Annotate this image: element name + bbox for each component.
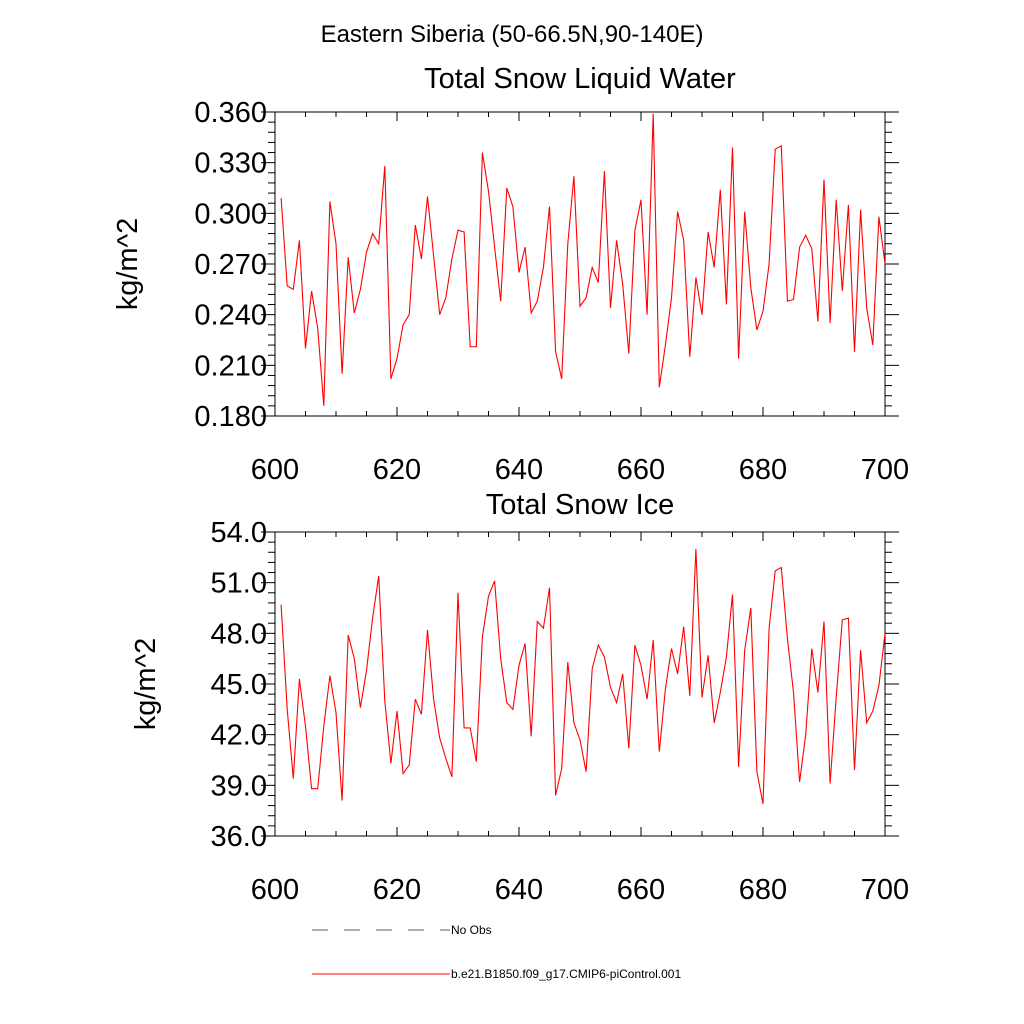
x-tick-label: 620 (373, 874, 421, 906)
y-tick-label: 42.0 (211, 720, 267, 752)
x-tick-label: 680 (739, 454, 787, 486)
x-tick-label: 700 (861, 454, 909, 486)
figure-title: Eastern Siberia (50-66.5N,90-140E) (321, 21, 704, 48)
y-tick-label: 54.0 (211, 517, 267, 549)
y-tick-label: 48.0 (211, 618, 267, 650)
panel-snow-ice: Total Snow Ice 600 620 640 660 680 700 36.0 39.0… (130, 489, 909, 906)
y-axis-label: kg/m^2 (112, 218, 144, 311)
plot-frame (274, 111, 886, 417)
y-tick-label: 51.0 (211, 568, 267, 600)
series-line (280, 548, 886, 805)
y-tick-label: 36.0 (211, 821, 267, 853)
y-tick-label: 0.300 (194, 198, 267, 230)
x-tick-label: 600 (251, 874, 299, 906)
y-tick-label: 0.240 (194, 300, 267, 332)
x-tick-label: 660 (617, 874, 665, 906)
y-tick-label: 45.0 (211, 669, 267, 701)
legend-label-model: b.e21.B1850.f09_g17.CMIP6-piControl.001 (451, 967, 681, 981)
y-tick-label: 0.330 (194, 148, 267, 180)
x-tick-label: 700 (861, 874, 909, 906)
legend: No Obs b.e21.B1850.f09_g17.CMIP6-piContr… (312, 923, 681, 981)
y-axis-label: kg/m^2 (130, 638, 162, 731)
chart-title: Total Snow Liquid Water (424, 63, 736, 95)
x-tick-label: 640 (495, 454, 543, 486)
x-tick-label: 660 (617, 454, 665, 486)
y-tick-label: 0.270 (194, 249, 267, 281)
chart-title: Total Snow Ice (486, 489, 675, 521)
x-tick-label: 640 (495, 874, 543, 906)
plot-frame (274, 531, 886, 837)
legend-label-no-obs: No Obs (451, 923, 492, 937)
panel-snow-liquid-water: Total Snow Liquid Water 600 620 640 660 680 70… (112, 63, 909, 486)
y-tick-label: 39.0 (211, 770, 267, 802)
y-tick-label: 0.210 (194, 350, 267, 382)
x-tick-label: 620 (373, 454, 421, 486)
x-tick-label: 600 (251, 454, 299, 486)
x-tick-label: 680 (739, 874, 787, 906)
y-tick-label: 0.360 (194, 97, 267, 129)
y-tick-label: 0.180 (194, 401, 267, 433)
series-line (280, 113, 886, 406)
